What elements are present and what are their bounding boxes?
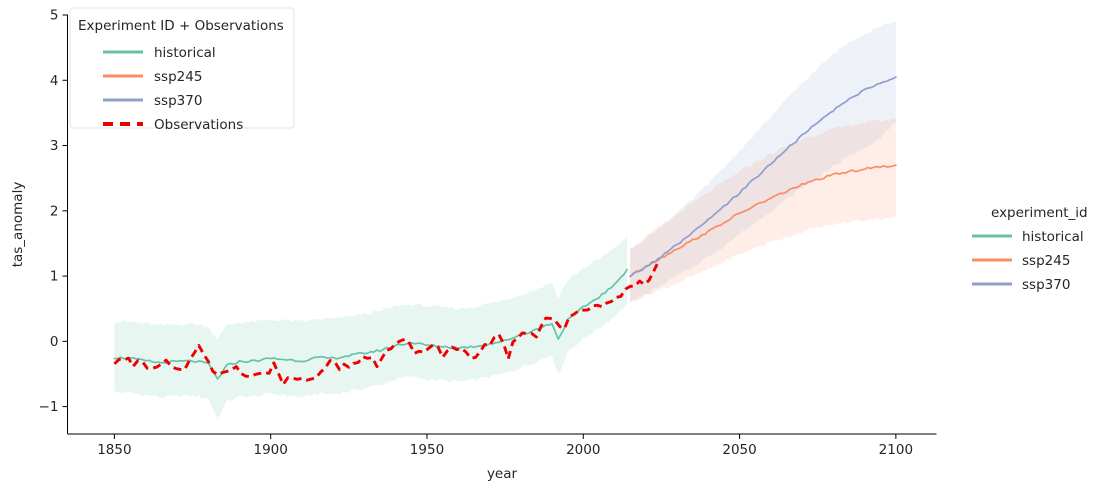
x-tick-label: 1950 — [410, 442, 444, 458]
outside-legend-title: experiment_id — [991, 205, 1088, 221]
outside-legend-label-ssp370: ssp370 — [1022, 277, 1070, 293]
inside-legend-title: Experiment ID + Observations — [78, 18, 284, 34]
series-line-ssp245 — [629, 164, 897, 278]
y-axis-title: tas_anomaly — [10, 182, 26, 268]
outside-legend-label-ssp245: ssp245 — [1022, 253, 1070, 269]
x-axis: 1850 1900 1950 2000 2050 2100 year — [97, 434, 913, 482]
inside-legend: Experiment ID + Observations historical ss… — [69, 7, 295, 133]
inside-legend-label-ssp370: ssp370 — [154, 93, 202, 109]
x-axis-title: year — [487, 466, 518, 482]
chart-lines — [113, 76, 897, 386]
y-tick-label: 1 — [50, 269, 59, 285]
x-tick-label: 2050 — [722, 442, 756, 458]
y-tick-label: 5 — [50, 8, 59, 24]
uncertainty-band-ssp370 — [630, 21, 896, 304]
y-tick-label: 3 — [50, 138, 59, 154]
inside-legend-frame — [69, 7, 295, 129]
inside-legend-label-historical: historical — [154, 45, 216, 61]
chart-bands — [114, 21, 896, 419]
y-tick-label: 2 — [50, 203, 59, 219]
outside-legend-label-historical: historical — [1022, 229, 1084, 245]
x-tick-label: 1850 — [97, 442, 131, 458]
series-line-ssp370 — [629, 76, 897, 277]
uncertainty-band-historical — [114, 235, 628, 419]
x-tick-label: 2000 — [566, 442, 600, 458]
y-axis: −1 0 1 2 3 4 5 tas_anomaly — [10, 8, 68, 415]
x-tick-label: 2100 — [879, 442, 913, 458]
inside-legend-label-ssp245: ssp245 — [154, 69, 202, 85]
y-tick-label: 4 — [50, 73, 59, 89]
y-tick-label: 0 — [50, 334, 59, 350]
x-tick-label: 1900 — [254, 442, 288, 458]
uncertainty-band-ssp245 — [630, 118, 896, 302]
series-line-Observations — [113, 261, 660, 386]
y-tick-label: −1 — [39, 399, 59, 415]
inside-legend-label-Observations: Observations — [154, 117, 243, 133]
axes-spines — [67, 14, 937, 435]
outside-legend: experiment_id historical ssp245 ssp370 — [972, 205, 1088, 293]
